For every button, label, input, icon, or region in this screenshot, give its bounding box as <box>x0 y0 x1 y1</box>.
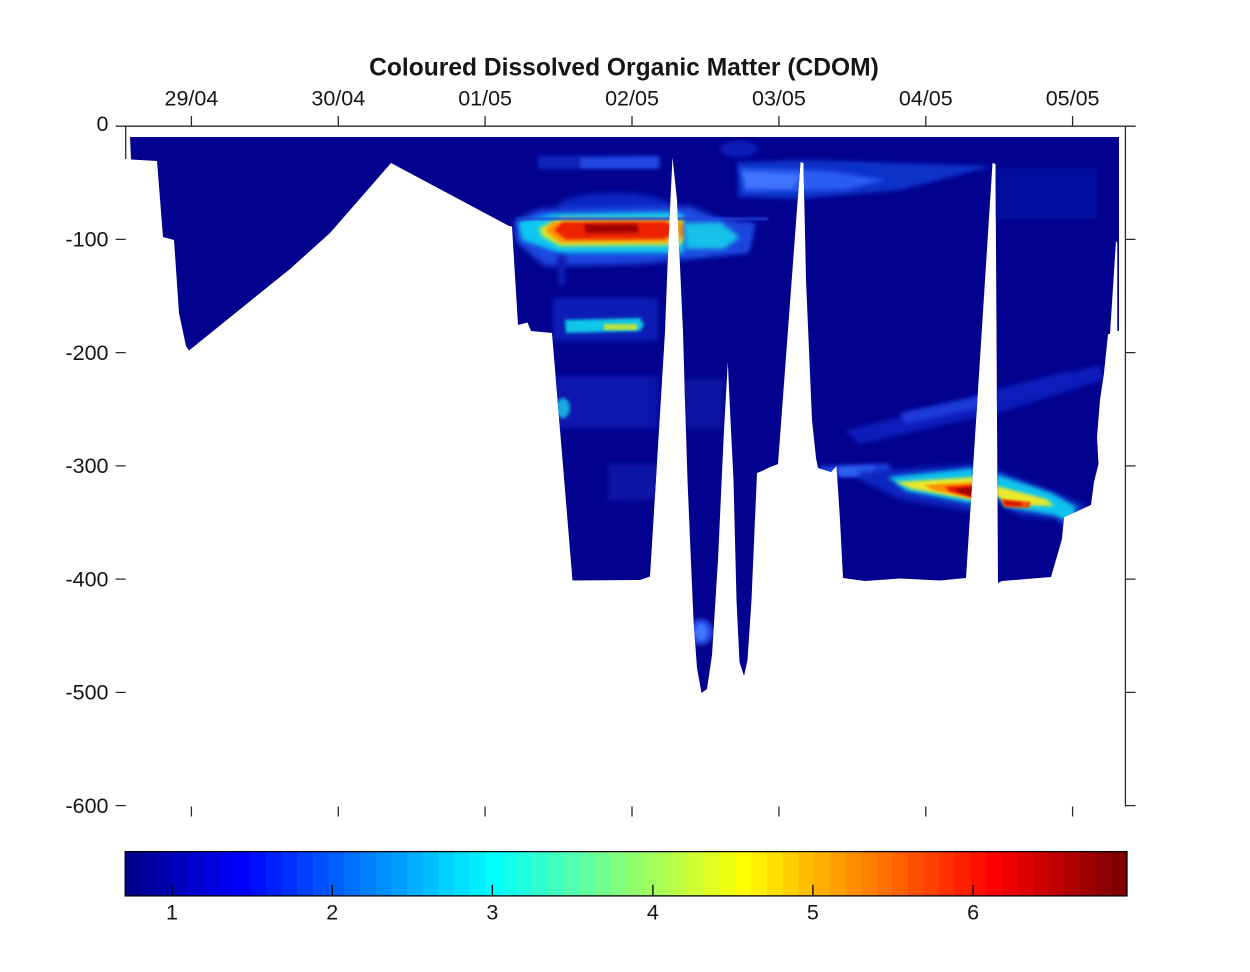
svg-text:-100: -100 <box>65 228 108 252</box>
svg-text:-500: -500 <box>65 681 108 705</box>
svg-text:03/05: 03/05 <box>752 87 806 111</box>
svg-text:2: 2 <box>326 901 338 925</box>
svg-text:-300: -300 <box>65 454 108 478</box>
svg-text:04/05: 04/05 <box>899 87 953 111</box>
svg-text:0: 0 <box>97 112 109 136</box>
svg-text:02/05: 02/05 <box>605 87 659 111</box>
svg-text:-600: -600 <box>65 794 108 818</box>
svg-text:3: 3 <box>486 901 498 925</box>
svg-text:4: 4 <box>647 901 659 925</box>
svg-text:5: 5 <box>807 901 819 925</box>
svg-text:29/04: 29/04 <box>164 87 218 111</box>
svg-text:-200: -200 <box>65 341 108 365</box>
svg-text:1: 1 <box>166 901 178 925</box>
svg-text:-400: -400 <box>65 567 108 591</box>
svg-text:Coloured Dissolved Organic Mat: Coloured Dissolved Organic Matter (CDOM) <box>369 55 879 82</box>
svg-text:01/05: 01/05 <box>458 87 512 111</box>
svg-text:6: 6 <box>967 901 979 925</box>
svg-text:05/05: 05/05 <box>1046 87 1100 111</box>
svg-text:30/04: 30/04 <box>311 87 365 111</box>
